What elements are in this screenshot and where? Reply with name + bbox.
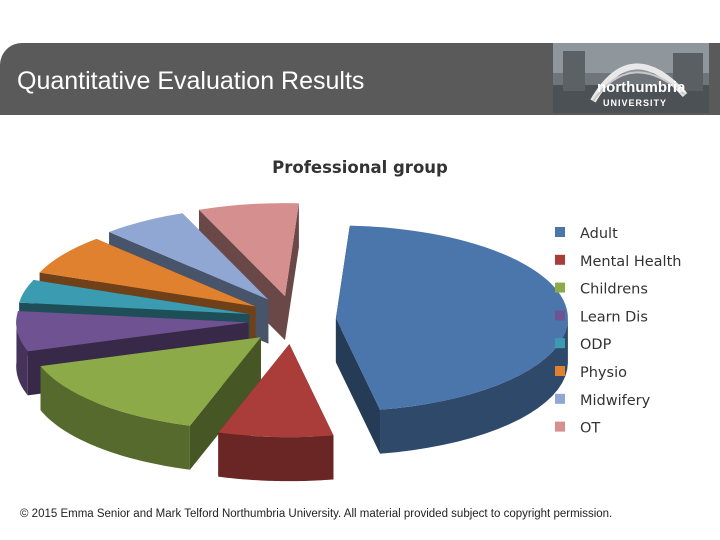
legend-item: Childrens — [555, 282, 648, 298]
chart-legend: Adult Mental Health Childrens Learn Dis ODP P… — [555, 226, 681, 437]
legend-label: Midwifery — [580, 393, 651, 409]
legend-item: Learn Dis — [555, 309, 648, 325]
pie-slice-childrens — [40, 337, 261, 470]
legend-label: Childrens — [580, 282, 648, 298]
legend-label: Learn Dis — [580, 309, 648, 325]
legend-swatch — [555, 282, 565, 293]
legend-item: ODP — [555, 337, 612, 353]
legend-item: OT — [555, 421, 600, 437]
logo-subtext: UNIVERSITY — [603, 98, 667, 108]
legend-swatch — [555, 366, 565, 376]
pie-slice-mental-health — [218, 344, 334, 482]
legend-swatch — [555, 393, 565, 404]
legend-swatch — [555, 421, 565, 432]
pie-chart: Professional group Adult Mental Health Chi… — [16, 158, 681, 482]
slide-title: Quantitative Evaluation Results — [17, 67, 365, 95]
legend-swatch — [555, 310, 565, 321]
legend-label: Mental Health — [580, 254, 681, 270]
legend-swatch — [555, 254, 565, 265]
legend-item: Physio — [555, 365, 627, 381]
chart-title: Professional group — [272, 158, 448, 177]
legend-label: Adult — [580, 226, 618, 242]
logo-text: northumbria — [597, 79, 686, 96]
legend-item: Midwifery — [555, 393, 651, 409]
legend-swatch — [555, 227, 565, 237]
copyright-footer: © 2015 Emma Senior and Mark Telford Nort… — [20, 508, 613, 520]
legend-label: OT — [580, 421, 600, 437]
legend-item: Adult — [555, 226, 618, 242]
legend-label: Physio — [580, 365, 627, 381]
legend-item: Mental Health — [555, 254, 681, 270]
legend-label: ODP — [580, 337, 612, 353]
pie-slice-adult — [335, 225, 568, 454]
legend-swatch — [555, 338, 565, 349]
university-logo: northumbria UNIVERSITY — [553, 43, 709, 113]
